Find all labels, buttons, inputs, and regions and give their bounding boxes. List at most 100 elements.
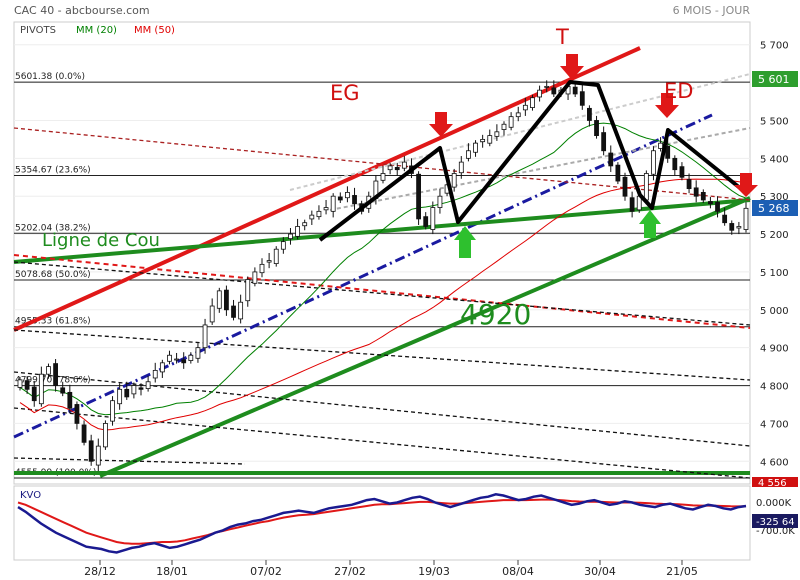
candle-body xyxy=(629,197,635,212)
candle-body xyxy=(387,165,393,171)
candle-body xyxy=(273,248,279,265)
svg-text:5 601: 5 601 xyxy=(758,73,790,86)
candle-body xyxy=(309,214,315,220)
candle-body xyxy=(594,120,599,137)
candle-body xyxy=(17,379,23,388)
candle-body xyxy=(522,104,528,111)
y-tick-label: 4 700 xyxy=(760,419,789,430)
candle-body xyxy=(117,388,123,405)
candle-body xyxy=(245,279,251,302)
candle-body xyxy=(729,223,735,231)
candle-body xyxy=(643,173,649,201)
candle-body xyxy=(231,305,236,318)
x-tick-label: 28/12 xyxy=(84,565,116,578)
candle-body xyxy=(423,216,429,227)
candle-body xyxy=(494,131,500,137)
y-tick-label: 4 600 xyxy=(760,457,789,468)
blue-dashdot-trendline xyxy=(13,113,713,439)
y-tick-label: 5 000 xyxy=(760,306,789,317)
head-shoulders-pattern xyxy=(318,80,742,242)
candle-body xyxy=(202,324,208,349)
candle-body xyxy=(473,142,478,153)
price-badge-top: 5 601 xyxy=(752,71,798,87)
gray-dashed-line-1 xyxy=(289,73,751,191)
indicator-scale-bottom: -700.0K xyxy=(756,526,795,537)
candle-body xyxy=(124,388,130,398)
red-arrow-t xyxy=(560,54,584,80)
candle-body xyxy=(252,271,258,284)
legend-mm20: MM (20) xyxy=(76,25,117,36)
candle-body xyxy=(715,201,720,212)
candle-body xyxy=(38,373,44,405)
candle-body xyxy=(736,226,742,229)
candle-body xyxy=(615,164,621,182)
x-tick-label: 08/04 xyxy=(502,565,534,578)
red-arrow-eg xyxy=(429,112,453,137)
legend-mm50: MM (50) xyxy=(134,25,175,36)
candle-body xyxy=(601,132,607,152)
candle-body xyxy=(288,233,293,240)
candle-body xyxy=(608,152,614,167)
candle-body xyxy=(280,241,286,250)
candle-body xyxy=(416,173,421,220)
y-axis-ticks: 4 600 4 700 4 800 4 900 5 000 5 100 5 200 5 300… xyxy=(760,41,789,469)
ma20-line xyxy=(19,122,747,416)
candle-body xyxy=(31,386,37,402)
fibonacci-levels: 5601.38 (0.0%) 5354.67 (23.6%) 5202.04 (38… xyxy=(14,72,750,479)
candle-body xyxy=(501,123,507,130)
y-tick-label: 5 200 xyxy=(760,230,789,241)
candle-body xyxy=(679,166,685,178)
candle-body xyxy=(708,201,713,205)
fib-label: 5202.04 (38.2%) xyxy=(15,223,91,233)
candle-body xyxy=(430,207,436,230)
candle-body xyxy=(24,380,30,390)
black-dashed-line-5 xyxy=(13,457,246,465)
annotation-t: T xyxy=(555,25,569,49)
candle-body xyxy=(693,187,699,197)
candle-body xyxy=(515,112,521,118)
candle-body xyxy=(259,263,265,274)
indicator-current-badge: -325 64 xyxy=(752,514,798,528)
candle-body xyxy=(103,423,108,448)
candle-body xyxy=(345,192,350,199)
candle-body xyxy=(88,440,94,462)
candle-body xyxy=(487,135,493,144)
y-tick-label: 5 400 xyxy=(760,154,789,165)
candle-body xyxy=(458,161,464,174)
candle-body xyxy=(60,387,66,394)
fib-label: 5601.38 (0.0%) xyxy=(15,72,85,82)
candle-body xyxy=(672,157,678,171)
candle-body xyxy=(537,89,542,98)
kvo-signal-line xyxy=(17,498,747,545)
candle-body xyxy=(195,347,201,359)
candle-body xyxy=(401,161,407,169)
red-arrow-ed xyxy=(655,93,679,118)
candle-body xyxy=(181,359,187,364)
candle-body xyxy=(145,381,151,389)
candle-body xyxy=(480,138,486,143)
annotation-eg: EG xyxy=(330,81,360,105)
candle-body xyxy=(700,192,706,201)
x-tick-label: 18/01 xyxy=(156,565,188,578)
candle-body xyxy=(138,387,144,390)
candle-body xyxy=(266,260,272,263)
x-tick-label: 27/02 xyxy=(334,565,366,578)
price-plot-frame xyxy=(13,21,751,485)
candle-body xyxy=(53,363,58,386)
candle-body xyxy=(131,385,137,395)
y-tick-label: 5 100 xyxy=(760,268,789,279)
candle-body xyxy=(544,85,550,88)
gray-dashed-line-2 xyxy=(329,127,751,211)
lower-support-line xyxy=(99,196,751,478)
candle-body xyxy=(95,445,101,466)
period-label: 6 MOIS - JOUR xyxy=(673,4,751,17)
candle-body xyxy=(323,207,329,211)
candle-body xyxy=(508,116,514,128)
y-tick-label: 5 500 xyxy=(760,116,789,127)
svg-text:4 556: 4 556 xyxy=(758,478,787,489)
indicator-scale-top: 0.000K xyxy=(756,498,792,509)
candle-body xyxy=(466,150,471,159)
red-dashed-line xyxy=(13,254,751,329)
candle-body xyxy=(551,87,557,95)
x-tick-label: 30/04 xyxy=(584,565,616,578)
